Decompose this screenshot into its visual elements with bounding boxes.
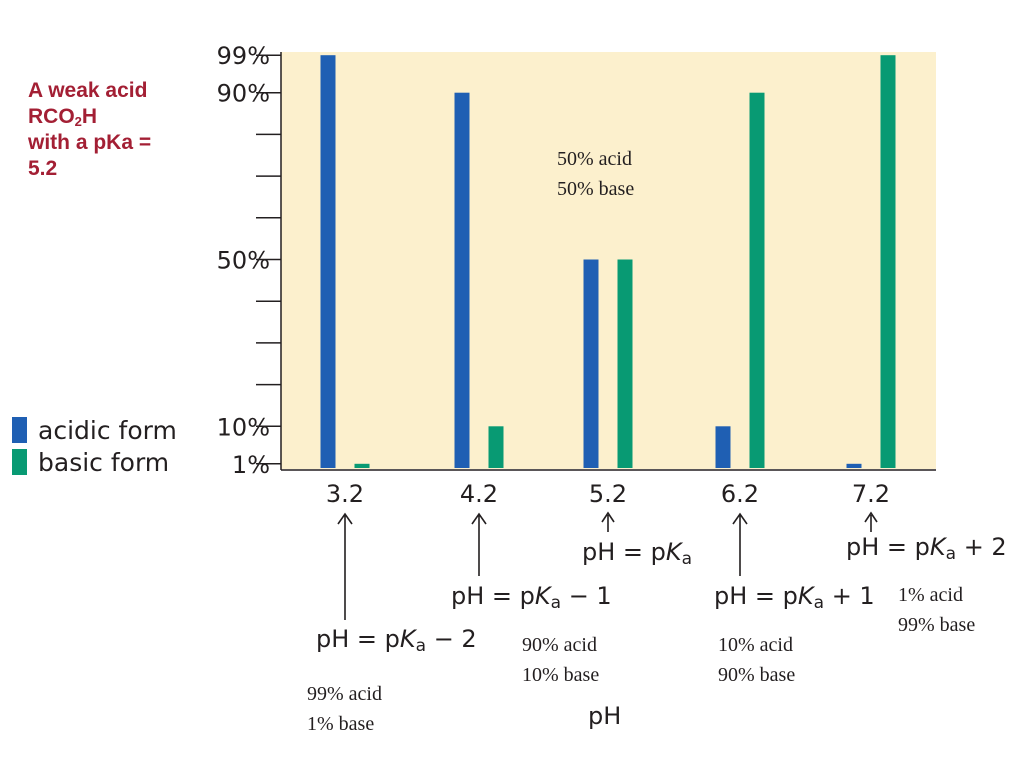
arrow-7-2 [864,511,878,532]
arrow-3-2 [337,512,353,620]
bar-basic-6-2 [749,92,765,468]
note-6-2-line2: 90% base [718,664,796,686]
eq-plus1-suffix: + 1 [824,582,875,610]
y-tick-label: 99% [217,42,270,70]
eq-minus1-prefix: pH = p [451,582,535,610]
eq-pka-k: K [665,538,682,566]
center-note-line1: 50% acid [557,148,632,170]
note-7-2: 1% acid 99% base [898,580,975,640]
bar-acidic-7-2 [846,463,862,468]
eq-pka-minus-1: pH = pKa − 1 [451,582,612,613]
y-tick-label: 90% [217,80,270,108]
eq-pka-plus-1: pH = pKa + 1 [714,582,875,613]
side-title-line3: with a pKa = [28,131,152,154]
x-tick-label: 6.2 [721,480,759,508]
note-4-2-line1: 90% acid [522,634,597,656]
bar-acidic-3-2 [320,55,336,468]
eq-minus2-sub: a [415,636,427,656]
x-tick-label: 3.2 [326,480,364,508]
legend-swatch-basic [12,449,27,475]
y-tick-label: 10% [217,413,270,441]
x-tick-label: 5.2 [589,480,627,508]
legend-label-basic: basic form [38,447,170,477]
arrow-5-2 [601,511,615,532]
bar-acidic-6-2 [715,426,731,468]
center-note-line2: 50% base [557,178,635,200]
x-axis-title: pH [588,702,622,730]
arrow-4-2 [471,512,487,576]
note-3-2-line2: 1% base [307,713,375,735]
legend-label-acidic: acidic form [38,415,177,445]
eq-plus1-sub: a [813,593,825,613]
center-note: 50% acid 50% base [557,144,634,204]
bar-basic-3-2 [354,463,370,468]
arrow-6-2 [732,512,748,576]
eq-minus2-suffix: − 2 [426,625,477,653]
eq-pka-sub: a [681,549,693,569]
bar-acidic-5-2 [583,259,599,468]
x-tick-label: 7.2 [852,480,890,508]
eq-plus2-sub: a [945,544,957,564]
legend-item-basic: basic form [12,446,177,478]
note-4-2-line2: 10% base [522,664,600,686]
eq-minus1-sub: a [550,593,562,613]
note-3-2: 99% acid 1% base [307,679,382,739]
eq-pka-prefix: pH = p [582,538,666,566]
eq-minus1-suffix: − 1 [561,582,612,610]
y-tick-label: 1% [232,451,270,479]
eq-minus2-k: K [399,625,416,653]
plot-background [281,52,936,469]
eq-minus1-k: K [534,582,551,610]
note-6-2: 10% acid 90% base [718,630,795,690]
note-7-2-line1: 1% acid [898,584,963,606]
side-title-line1: A weak acid [28,79,148,102]
note-7-2-line2: 99% base [898,614,976,636]
bar-acidic-4-2 [454,92,470,468]
bar-basic-4-2 [488,426,504,468]
formula-tail: H [81,105,98,128]
side-title-line2: RCO2H [28,104,203,130]
chart-side-title: A weak acid RCO2H with a pKa = 5.2 [28,78,203,182]
formula-main: RCO [28,105,75,128]
eq-plus2-prefix: pH = p [846,533,930,561]
legend-item-acidic: acidic form [12,414,177,446]
side-title-line4: 5.2 [28,157,58,180]
legend-swatch-acidic [12,417,27,443]
note-4-2: 90% acid 10% base [522,630,599,690]
formula-subscript: 2 [74,114,82,129]
x-tick-label: 4.2 [460,480,498,508]
y-tick-label: 50% [217,247,270,275]
chart-legend: acidic form basic form [12,414,177,478]
eq-minus2-prefix: pH = p [316,625,400,653]
eq-plus2-suffix: + 2 [956,533,1007,561]
bar-basic-7-2 [880,55,896,468]
eq-pka-plus-2: pH = pKa + 2 [846,533,1007,564]
eq-pka: pH = pKa [582,538,693,569]
eq-plus2-k: K [929,533,946,561]
bar-basic-5-2 [617,259,633,468]
eq-plus1-prefix: pH = p [714,582,798,610]
note-6-2-line1: 10% acid [718,634,793,656]
note-3-2-line1: 99% acid [307,683,382,705]
eq-pka-minus-2: pH = pKa − 2 [316,625,477,656]
eq-plus1-k: K [797,582,814,610]
